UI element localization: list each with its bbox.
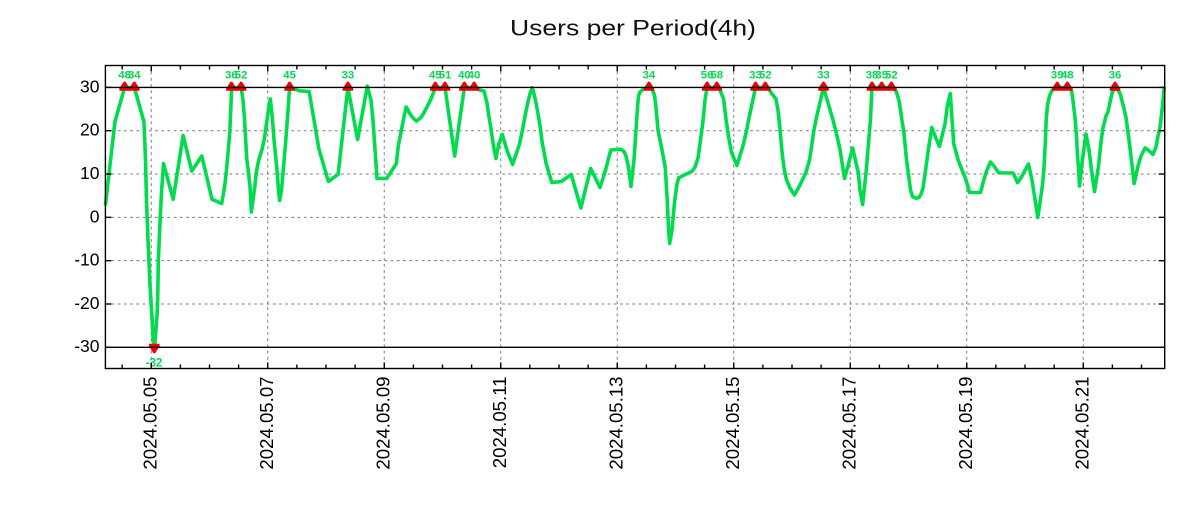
svg-text:35: 35 [875, 70, 888, 82]
svg-text:48: 48 [1061, 70, 1074, 82]
svg-text:-20: -20 [74, 293, 100, 313]
svg-text:2024.05.21: 2024.05.21 [1071, 377, 1092, 470]
svg-text:-30: -30 [74, 336, 100, 356]
svg-text:52: 52 [885, 70, 898, 82]
svg-text:2024.05.07: 2024.05.07 [256, 377, 277, 470]
svg-text:52: 52 [235, 70, 248, 82]
svg-text:48: 48 [118, 70, 131, 82]
svg-text:2024.05.13: 2024.05.13 [605, 377, 626, 470]
svg-text:40: 40 [468, 70, 481, 82]
svg-text:0: 0 [90, 206, 100, 226]
svg-text:2024.05.17: 2024.05.17 [838, 377, 859, 470]
svg-text:2024.05.05: 2024.05.05 [139, 377, 160, 470]
svg-text:34: 34 [643, 70, 656, 82]
svg-text:33: 33 [817, 70, 830, 82]
svg-text:30: 30 [80, 76, 100, 96]
svg-text:45: 45 [429, 70, 442, 82]
svg-text:2024.05.15: 2024.05.15 [722, 377, 743, 470]
svg-text:36: 36 [225, 70, 238, 82]
svg-text:34: 34 [128, 70, 141, 82]
svg-text:20: 20 [80, 120, 100, 140]
svg-text:38: 38 [866, 70, 879, 82]
svg-text:36: 36 [1109, 70, 1122, 82]
svg-text:-32: -32 [146, 356, 163, 369]
svg-text:58: 58 [711, 70, 724, 82]
svg-text:33: 33 [749, 70, 762, 82]
svg-text:2024.05.19: 2024.05.19 [955, 377, 976, 470]
svg-text:45: 45 [283, 70, 296, 82]
svg-text:10: 10 [80, 163, 100, 183]
svg-text:51: 51 [439, 70, 452, 82]
svg-text:-10: -10 [74, 250, 100, 270]
svg-text:2024.05.11: 2024.05.11 [489, 377, 510, 469]
svg-text:2024.05.09: 2024.05.09 [372, 377, 393, 470]
svg-text:33: 33 [342, 70, 355, 82]
svg-text:39: 39 [1051, 70, 1064, 82]
svg-text:40: 40 [458, 70, 471, 82]
svg-text:Users per Period(4h): Users per Period(4h) [510, 16, 756, 41]
svg-text:56: 56 [701, 70, 714, 82]
svg-text:52: 52 [759, 70, 772, 82]
